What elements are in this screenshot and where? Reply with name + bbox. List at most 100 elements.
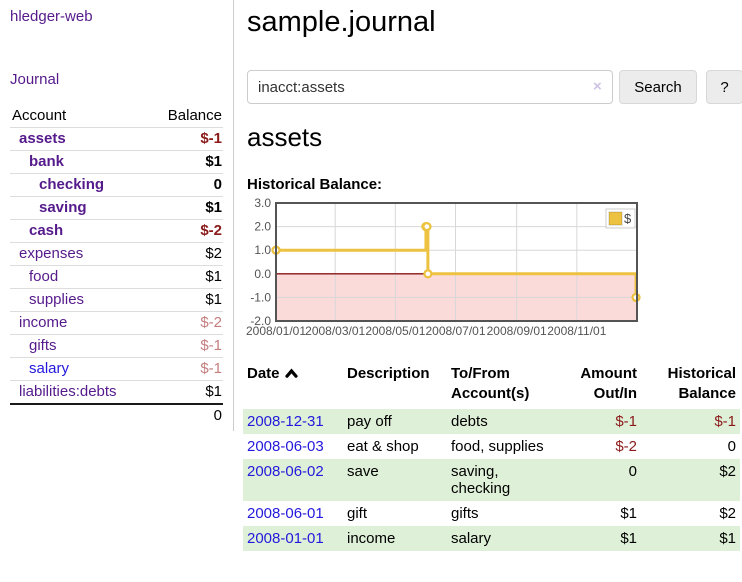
account-link-salary[interactable]: salary (29, 360, 70, 377)
page-title: sample.journal (247, 6, 436, 38)
chart-xtick-label: 2008/09/01 (487, 324, 547, 338)
chart-xtick-label: 2008/11/01 (547, 324, 606, 338)
register-header-row: Date Description To/From Account(s) Amou… (243, 362, 740, 409)
account-row: cash $-2 (10, 219, 223, 243)
account-row: checking 0 (10, 173, 223, 197)
help-button[interactable]: ? (706, 70, 742, 104)
transaction-row: 2008-01-01 income salary $1 $1 (243, 526, 740, 551)
transaction-date-link[interactable]: 2008-06-02 (247, 463, 324, 480)
account-link-food[interactable]: food (29, 268, 59, 285)
sidebar-divider (233, 0, 234, 431)
account-heading: assets (247, 122, 323, 152)
chart-section-label: Historical Balance: (247, 176, 383, 193)
account-row: salary $-1 (10, 357, 223, 381)
transaction-accounts: saving, checking (451, 463, 511, 497)
transaction-row: 2008-12-31 pay off debts $-1 $-1 (243, 409, 740, 434)
account-link-cash[interactable]: cash (29, 222, 64, 239)
chart-xtick-label: 2008/05/01 (365, 324, 425, 338)
accounts-header-balance: Balance (167, 107, 222, 124)
chart-ytick-label: 0.0 (254, 267, 271, 281)
account-balance: $-1 (148, 334, 223, 358)
accounts-table: Account Balance assets $-1 bank $1 checking 0… (10, 105, 223, 427)
account-balance: $-1 (148, 357, 223, 381)
chart-xtick-label: 2008/01/01 (246, 324, 306, 338)
account-link-bank[interactable]: bank (29, 153, 65, 170)
account-link-expenses[interactable]: expenses (19, 245, 84, 262)
transaction-description: save (347, 463, 379, 480)
transaction-date-link[interactable]: 2008-06-03 (247, 438, 324, 455)
account-link-saving[interactable]: saving (39, 199, 87, 216)
account-row: expenses $2 (10, 242, 223, 266)
register-header-accounts: To/From Account(s) (451, 365, 530, 402)
account-balance: $1 (148, 380, 223, 404)
account-link-gifts[interactable]: gifts (29, 337, 57, 354)
transaction-balance: $-1 (714, 413, 736, 430)
transaction-balance: 0 (727, 438, 736, 455)
account-link-supplies[interactable]: supplies (29, 291, 85, 308)
app-brand-link[interactable]: hledger-web (10, 8, 93, 25)
chart-ytick-label: 1.0 (254, 243, 271, 257)
chart-legend-swatch (608, 211, 623, 226)
transaction-accounts: debts (451, 413, 488, 430)
transaction-amount: $1 (620, 530, 637, 547)
account-row: income $-2 (10, 311, 223, 335)
transaction-description: gift (347, 505, 368, 522)
transaction-balance: $2 (719, 463, 736, 480)
account-link-checking[interactable]: checking (39, 176, 105, 193)
transaction-accounts: salary (451, 530, 492, 547)
transaction-row: 2008-06-03 eat & shop food, supplies $-2 0 (243, 434, 740, 459)
chart-legend-label: $ (624, 211, 632, 226)
chart-ytick-label: -1.0 (250, 290, 271, 304)
transaction-amount: $-2 (615, 438, 637, 455)
account-link-liabilities-debts[interactable]: liabilities:debts (19, 383, 117, 400)
register-header-amount: Amount Out/In (580, 365, 637, 402)
chart-border (275, 202, 638, 322)
accounts-total-row: 0 (10, 403, 223, 427)
main-content: sample.journal × Search ? assets Histori… (243, 0, 742, 551)
sort-asc-icon (284, 364, 298, 384)
chart-xtick-label: 2008/03/01 (305, 324, 365, 338)
account-row: saving $1 (10, 196, 223, 220)
account-balance: $2 (148, 242, 223, 266)
chart-data-point (422, 221, 432, 232)
account-row: food $1 (10, 265, 223, 289)
transaction-amount: $1 (620, 505, 637, 522)
sidebar-item-journal[interactable]: Journal (10, 71, 60, 88)
transaction-balance: $1 (719, 530, 736, 547)
transaction-date-link[interactable]: 2008-06-01 (247, 505, 324, 522)
account-balance: $1 (148, 150, 223, 174)
account-row: gifts $-1 (10, 334, 223, 358)
transaction-row: 2008-06-01 gift gifts $1 $2 (243, 501, 740, 526)
account-balance: $1 (148, 288, 223, 312)
account-row: liabilities:debts $1 (10, 380, 223, 404)
chart-ytick-label: -2.0 (250, 314, 271, 328)
transaction-description: eat & shop (347, 438, 419, 455)
transaction-amount: $-1 (615, 413, 637, 430)
register-header-date[interactable]: Date (243, 362, 343, 409)
transaction-date-link[interactable]: 2008-01-01 (247, 530, 324, 547)
account-link-assets[interactable]: assets (19, 130, 66, 147)
account-balance: $1 (148, 196, 223, 220)
transaction-balance: $2 (719, 505, 736, 522)
transaction-row: 2008-06-02 save saving, checking 0 $2 (243, 459, 740, 501)
account-balance: $-2 (148, 311, 223, 335)
transaction-date-link[interactable]: 2008-12-31 (247, 413, 324, 430)
chart-ytick-label: 3.0 (254, 198, 271, 210)
register-table: Date Description To/From Account(s) Amou… (243, 362, 740, 551)
accounts-header-row: Account Balance (10, 105, 223, 128)
transaction-accounts: food, supplies (451, 438, 544, 455)
search-button[interactable]: Search (619, 70, 697, 104)
account-link-income[interactable]: income (19, 314, 68, 331)
search-input[interactable] (247, 70, 613, 104)
account-balance: $-1 (148, 127, 223, 151)
transaction-description: pay off (347, 413, 392, 430)
clear-search-icon[interactable]: × (593, 78, 602, 95)
search-form: × Search ? (247, 70, 742, 104)
chart-xtick-label: 2008/07/01 (425, 324, 485, 338)
transaction-amount: 0 (628, 463, 637, 480)
transaction-accounts: gifts (451, 505, 479, 522)
register-header-description: Description (347, 365, 430, 382)
account-row: assets $-1 (10, 127, 223, 151)
chart-ytick-label: 2.0 (254, 220, 271, 234)
